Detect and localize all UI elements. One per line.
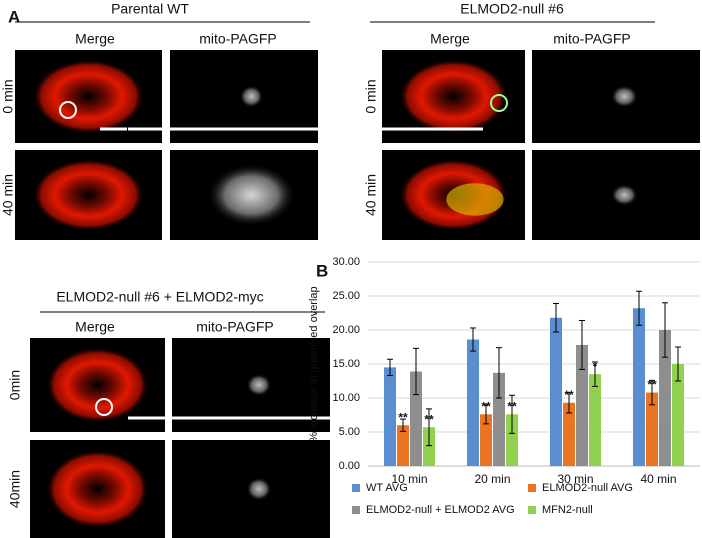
- cell-signal: [32, 59, 145, 134]
- bar: [423, 427, 435, 466]
- group-title: ELMOD2-null #6: [460, 1, 564, 17]
- row-label: 40min: [7, 470, 23, 508]
- significance: **: [507, 399, 517, 413]
- gfp-signal: [207, 163, 296, 227]
- cell-signal: [399, 59, 508, 134]
- cell-signal: [32, 159, 145, 231]
- gfp-signal: [246, 477, 272, 501]
- significance: *: [593, 359, 598, 373]
- bleach-region: [490, 94, 508, 112]
- column-label: Merge: [75, 319, 115, 335]
- bar: [410, 371, 422, 466]
- x-tick-label: 20 min: [474, 472, 510, 486]
- row-label: 40 min: [363, 174, 379, 216]
- bleach-region: [59, 101, 77, 119]
- legend-marker: [352, 484, 360, 492]
- bar: [589, 374, 601, 466]
- bleach-region: [95, 398, 113, 416]
- column-label: Merge: [75, 31, 115, 47]
- group-title: Parental WT: [111, 1, 189, 17]
- y-tick-label: 25.00: [332, 290, 360, 302]
- legend-marker: [528, 506, 536, 514]
- bar: [672, 364, 684, 466]
- row-label: 0 min: [363, 79, 379, 113]
- significance: **: [481, 399, 491, 413]
- y-tick-label: 10.00: [332, 392, 360, 404]
- row-label: 0min: [7, 370, 23, 400]
- legend-label: ELMOD2-null AVG: [542, 482, 633, 494]
- bar: [493, 372, 505, 466]
- bar: [506, 414, 518, 466]
- legend-label: WT AVG: [366, 482, 408, 494]
- gfp-signal: [246, 373, 272, 397]
- bar: [467, 339, 479, 466]
- x-tick-label: 40 min: [640, 472, 676, 486]
- row-label: 40 min: [0, 174, 16, 216]
- x-tick-label: 10 min: [391, 472, 427, 486]
- y-tick-label: 30.00: [332, 256, 360, 268]
- significance: **: [424, 412, 434, 426]
- bar: [480, 414, 492, 466]
- gfp-signal: [610, 184, 638, 206]
- y-tick-label: 20.00: [332, 324, 360, 336]
- bar: [576, 344, 588, 466]
- cell-signal: [46, 449, 149, 529]
- column-label: mito-PAGFP: [196, 319, 274, 335]
- bar: [563, 402, 575, 466]
- bar: [384, 367, 396, 466]
- cell-signal: [446, 183, 504, 216]
- bar: [659, 330, 671, 466]
- column-label: mito-PAGFP: [199, 31, 277, 47]
- legend-marker: [528, 484, 536, 492]
- bar: [397, 425, 409, 466]
- row-label: 0 min: [0, 79, 16, 113]
- panel-label: B: [316, 261, 328, 280]
- gfp-signal: [239, 85, 264, 108]
- bar: [646, 392, 658, 466]
- significance: **: [647, 378, 657, 392]
- y-axis-label: % increase in green/red overlap: [308, 286, 320, 441]
- y-tick-label: 5.00: [339, 426, 360, 438]
- panel-label: A: [8, 7, 20, 26]
- bar: [633, 308, 645, 466]
- y-tick-label: 15.00: [332, 358, 360, 370]
- column-label: Merge: [430, 31, 470, 47]
- legend-label: MFN2-null: [542, 504, 593, 516]
- gfp-signal: [610, 85, 638, 108]
- cell-signal: [46, 347, 149, 423]
- significance: **: [564, 388, 574, 402]
- y-tick-label: 0.00: [339, 460, 360, 472]
- bar: [550, 317, 562, 466]
- group-title: ELMOD2-null #6 + ELMOD2-myc: [56, 289, 263, 305]
- significance: **: [398, 410, 408, 424]
- column-label: mito-PAGFP: [553, 31, 631, 47]
- legend-label: ELMOD2-null + ELMOD2 AVG: [366, 504, 515, 516]
- legend-marker: [352, 506, 360, 514]
- x-tick-label: 30 min: [557, 472, 593, 486]
